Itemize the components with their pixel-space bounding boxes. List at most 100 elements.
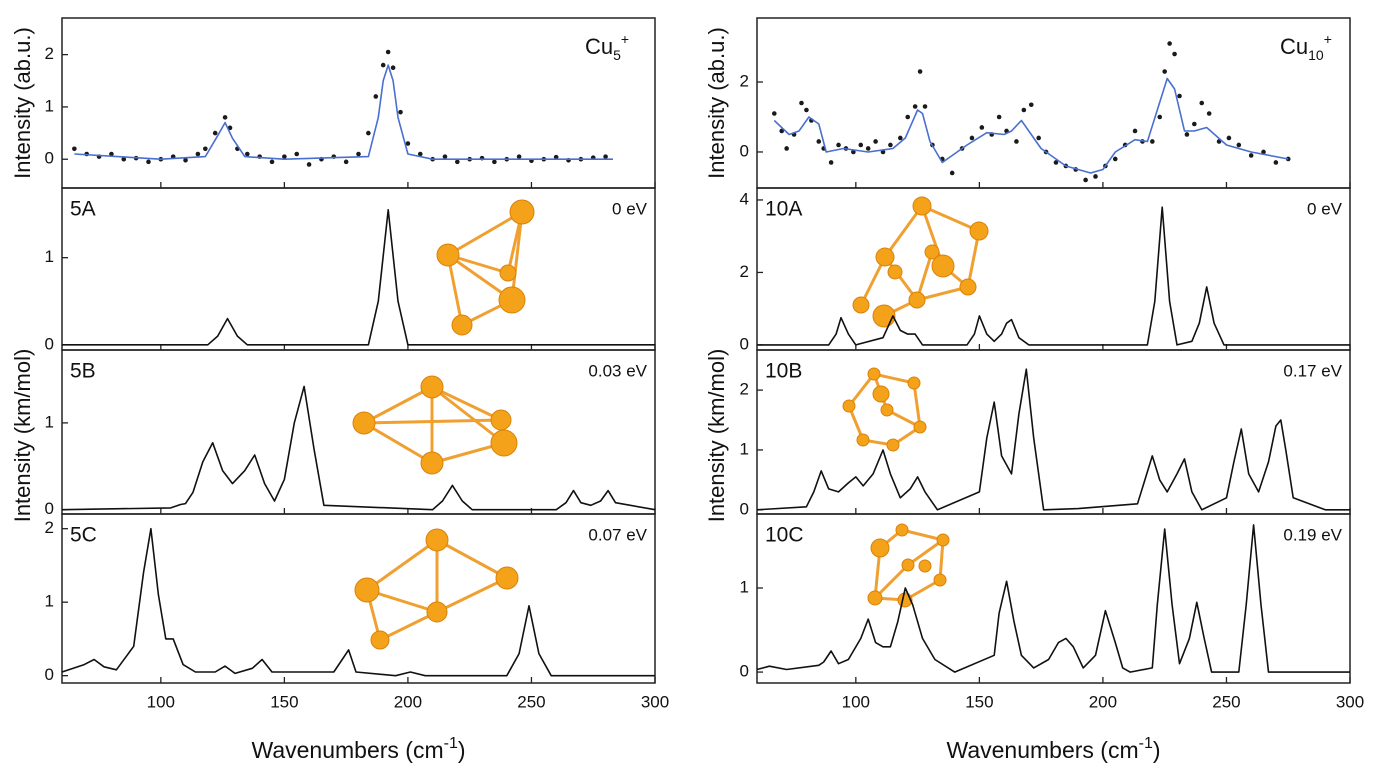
data-point	[183, 157, 188, 163]
data-point	[553, 154, 559, 160]
data-point	[373, 94, 379, 99]
y-tick-label: 2	[740, 262, 749, 281]
cluster-10a	[852, 196, 989, 328]
data-point	[804, 107, 809, 113]
data-point	[917, 69, 923, 74]
data-point	[492, 159, 497, 165]
data-point	[1184, 132, 1190, 137]
data-point	[390, 65, 396, 70]
title-sub: 10	[1308, 47, 1324, 63]
data-point	[1083, 177, 1088, 183]
data-point	[816, 139, 822, 144]
panel-label: 5B	[70, 360, 96, 383]
data-point	[771, 111, 777, 116]
x-label-text: Wavenumbers (cm	[251, 737, 443, 763]
y-tick-label: 0	[45, 499, 54, 518]
data-point	[195, 151, 201, 157]
data-point	[905, 114, 911, 120]
data-point	[1199, 100, 1205, 106]
spectrum-line	[773, 77, 1289, 174]
y-tick-label: 4	[740, 189, 749, 208]
data-point	[455, 159, 460, 165]
data-point	[969, 135, 975, 141]
data-point	[873, 139, 878, 144]
cluster-5c	[354, 528, 519, 650]
data-point	[1177, 93, 1182, 99]
data-point	[269, 159, 275, 165]
data-point	[366, 130, 371, 136]
data-point	[385, 49, 391, 55]
energy-label: 0.19 eV	[1283, 525, 1342, 544]
data-point	[1273, 160, 1279, 165]
data-point	[1226, 135, 1232, 141]
data-point	[1206, 111, 1212, 116]
y-tick-label: 0	[45, 149, 54, 168]
panel-frame	[756, 349, 1351, 515]
spectrum-line	[61, 385, 656, 511]
y-tick-label: 1	[740, 439, 749, 458]
cluster-10b	[842, 367, 927, 452]
data-point	[1014, 139, 1019, 144]
data-point	[865, 146, 871, 151]
data-point	[1248, 153, 1254, 158]
data-point	[282, 154, 287, 159]
spectrum-line	[61, 527, 655, 677]
y-tick-label: 1	[45, 247, 54, 266]
data-point	[1157, 114, 1163, 120]
x-axis-label: Wavenumbers (cm-1)	[946, 735, 1160, 763]
x-tick-label: 250	[1212, 692, 1240, 711]
data-point	[121, 156, 127, 162]
y-tick-label: 2	[45, 44, 54, 63]
x-tick-label: 200	[394, 692, 422, 711]
panel-label: 10A	[765, 198, 802, 221]
data-point	[1132, 128, 1138, 134]
x-tick-label: 150	[270, 692, 298, 711]
panel-frame	[756, 17, 1351, 189]
data-point	[146, 159, 151, 165]
panel-frame	[756, 513, 1351, 684]
y-tick-label: 0	[45, 334, 54, 353]
data-point	[888, 142, 893, 148]
cluster-10c	[867, 523, 950, 608]
x-tick-label: 100	[147, 692, 175, 711]
y-tick-label: 1	[45, 96, 54, 115]
data-point	[405, 141, 411, 146]
panel-frame	[61, 513, 656, 684]
data-point	[949, 170, 955, 176]
energy-label: 0.03 eV	[588, 361, 647, 380]
data-point	[1021, 107, 1027, 113]
spectrum-line	[757, 206, 1350, 346]
data-point	[417, 151, 423, 157]
y-tick-label: 2	[740, 71, 749, 90]
panel-frame	[61, 187, 656, 351]
data-point	[1028, 102, 1034, 108]
cluster-5b	[352, 375, 518, 475]
y-tick-label: 0	[740, 499, 749, 518]
panel-label: 10B	[765, 360, 802, 383]
data-point	[442, 154, 448, 159]
energy-label: 0.17 eV	[1283, 361, 1342, 380]
data-point	[1192, 121, 1197, 127]
data-point	[306, 162, 312, 167]
data-point	[922, 104, 928, 109]
y-tick-label: 0	[740, 662, 749, 681]
y-tick-label: 0	[45, 665, 54, 684]
data-point	[836, 142, 841, 148]
panel-label: 10C	[765, 524, 804, 547]
title-sub: 5	[613, 47, 621, 63]
data-point	[912, 104, 918, 109]
data-point	[979, 125, 985, 130]
y-tick-label: 0	[740, 141, 749, 160]
spectrum-line	[62, 209, 655, 346]
energy-label: 0 eV	[1307, 199, 1343, 218]
spectrum-line	[756, 368, 1350, 511]
data-point	[212, 130, 218, 136]
data-point	[1236, 142, 1242, 148]
panel-title: Cu5+	[585, 31, 629, 63]
data-point	[898, 135, 903, 141]
x-tick-label: 300	[1336, 692, 1364, 711]
data-point	[398, 109, 403, 115]
x-tick-label: 100	[842, 692, 870, 711]
x-tick-label: 300	[641, 692, 669, 711]
data-point	[294, 151, 300, 157]
